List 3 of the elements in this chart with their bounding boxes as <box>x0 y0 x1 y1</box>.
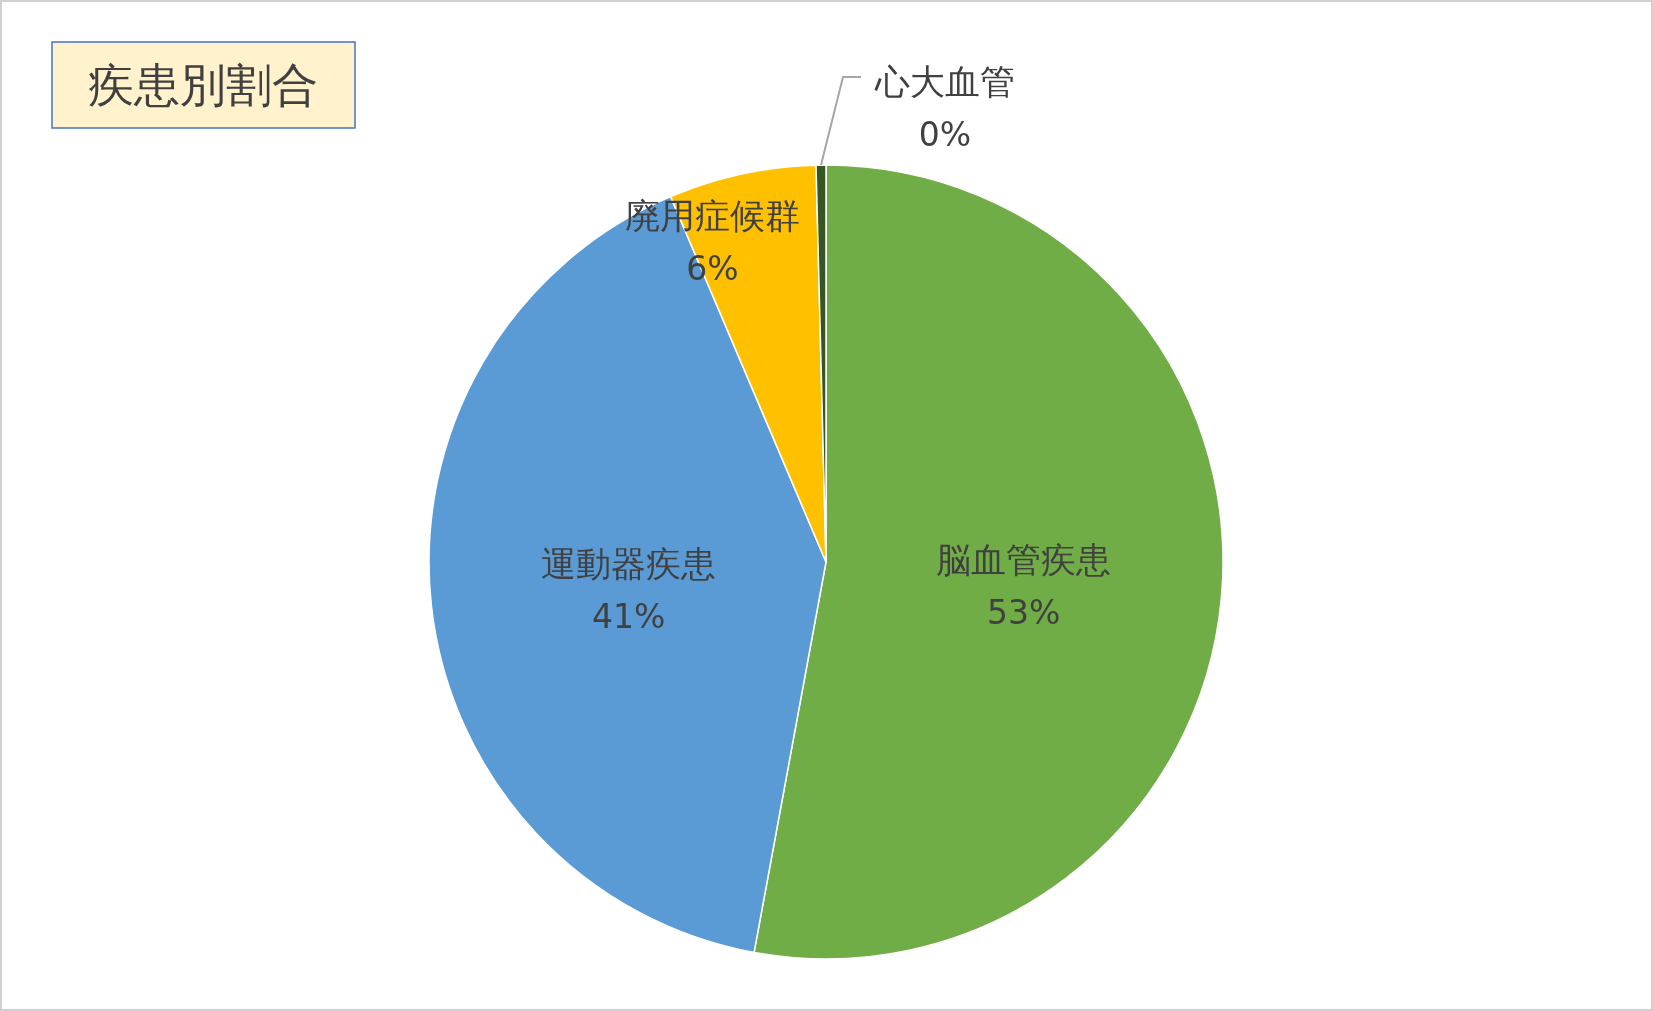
title: 疾患別割合 <box>88 58 318 112</box>
data-label: 0% <box>918 115 972 154</box>
slice-label: 心大血管 <box>874 62 1016 102</box>
